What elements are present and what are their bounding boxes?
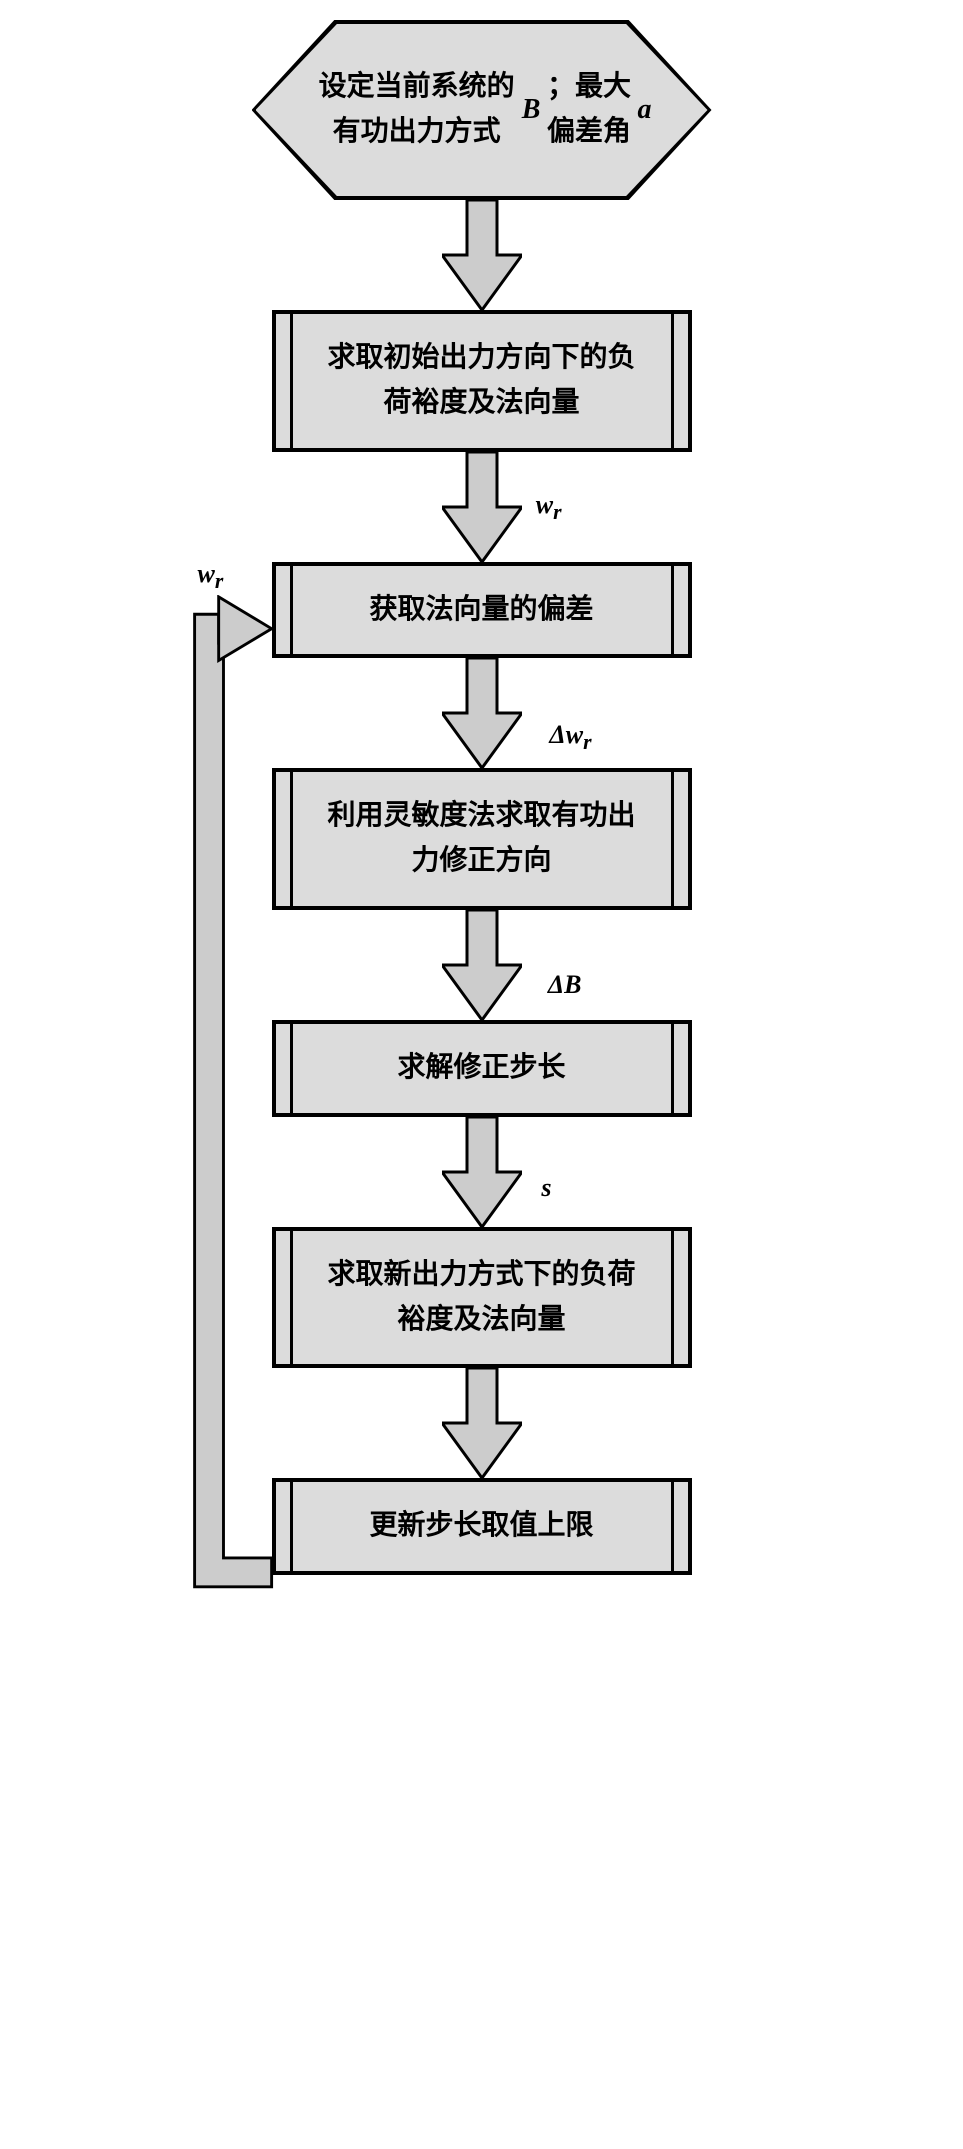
edge-label-feedback-wr: wr [198,559,224,594]
arrow-5-6 [442,1368,522,1478]
arrow-3-4: ΔB [442,910,522,1020]
node-new-margin-text: 求取新出力方式下的负荷裕度及法向量 [316,1253,648,1343]
edge-label-dwr: Δwr [549,720,591,755]
node-normal-deviation-text: 获取法向量的偏差 [369,588,593,633]
arrow-0-1 [442,200,522,310]
edge-label-wr: wr [536,490,562,525]
arrow-1-2: wr [442,452,522,562]
arrow-4-5: s [442,1117,522,1227]
node-solve-step-text: 求解修正步长 [397,1046,565,1091]
node-start-text: 设定当前系统的有功出力方式B；最大偏差角a [252,20,712,200]
node-update-step-limit: 更新步长取值上限 [272,1478,692,1575]
node-new-margin: 求取新出力方式下的负荷裕度及法向量 [272,1227,692,1369]
node-solve-step: 求解修正步长 [272,1020,692,1117]
arrow-2-3: Δwr [442,658,522,768]
flowchart-container: 设定当前系统的有功出力方式B；最大偏差角a 求取初始出力方向下的负荷裕度及法向量… [182,20,782,1615]
edge-label-dB: ΔB [548,970,582,1000]
node-normal-deviation: 获取法向量的偏差 [272,562,692,659]
node-sensitivity-correction-text: 利用灵敏度法求取有功出力修正方向 [316,794,648,884]
node-initial-margin: 求取初始出力方向下的负荷裕度及法向量 [272,310,692,452]
node-initial-margin-text: 求取初始出力方向下的负荷裕度及法向量 [316,336,648,426]
edge-label-s: s [541,1173,551,1203]
node-update-step-limit-text: 更新步长取值上限 [369,1504,593,1549]
node-start-hexagon: 设定当前系统的有功出力方式B；最大偏差角a [252,20,712,200]
node-sensitivity-correction: 利用灵敏度法求取有功出力修正方向 [272,768,692,910]
